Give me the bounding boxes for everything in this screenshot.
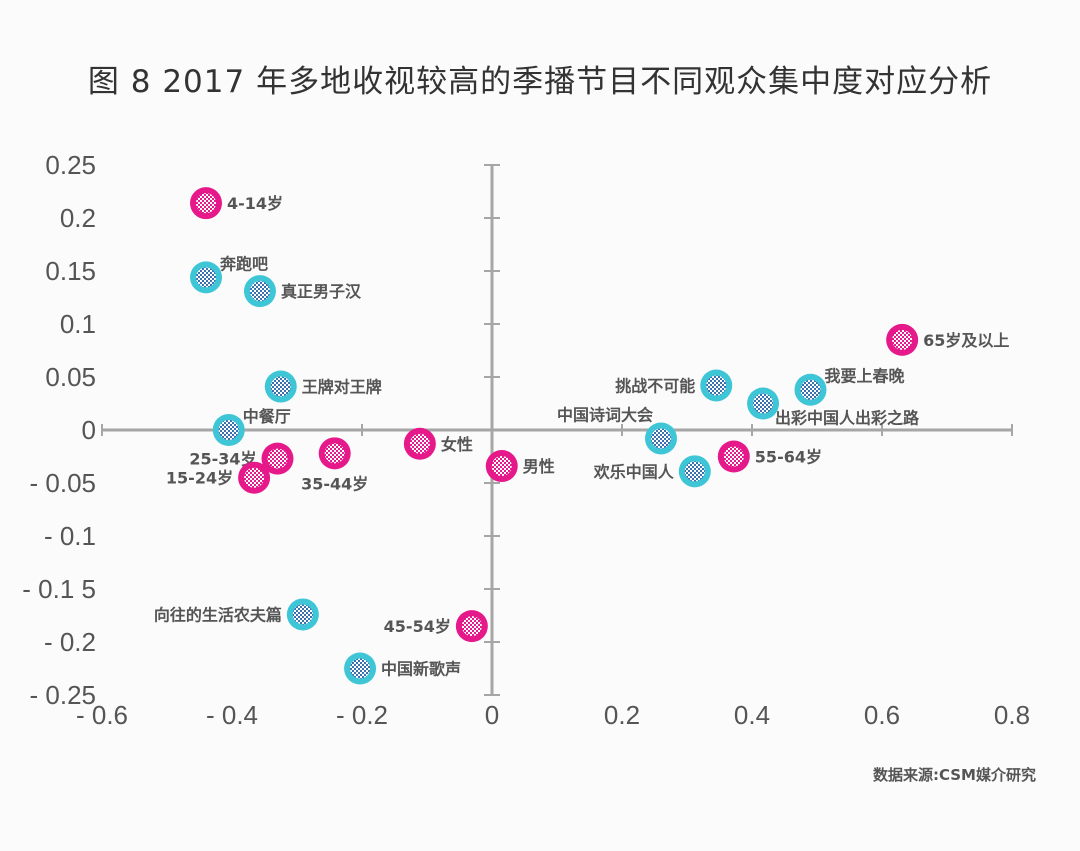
point-label: 25-34岁 [189,450,256,469]
data-point-program[interactable]: 向往的生活农夫篇 [154,598,319,631]
data-point-program[interactable]: 中餐厅 [212,407,291,446]
point-marker-pattern [324,443,345,464]
point-marker-pattern [461,616,482,637]
point-label: 中国新歌声 [381,660,461,679]
data-point-audience[interactable]: 65岁及以上 [886,323,1009,356]
data-point-program[interactable]: 王牌对王牌 [264,370,382,403]
y-tick-label: - 0.25 [30,680,97,710]
point-label: 王牌对王牌 [302,378,382,397]
point-label: 65岁及以上 [923,331,1009,350]
point-label: 出彩中国人出彩之路 [775,409,920,428]
point-label: 真正男子汉 [281,282,362,301]
y-tick-label: - 0.2 [44,627,96,657]
point-label: 挑战不可能 [615,376,695,395]
y-tick-label: - 0.1 5 [22,574,96,604]
y-tick-label: - 0.05 [30,468,97,498]
point-label: 中餐厅 [243,407,291,426]
point-marker-pattern [684,461,705,482]
point-label: 向往的生活农夫篇 [154,605,282,624]
point-label: 4-14岁 [227,194,283,213]
point-label: 55-64岁 [755,448,822,467]
point-marker-pattern [292,604,313,625]
y-tick-label: 0.2 [60,203,96,233]
point-marker-pattern [800,379,821,400]
x-tick-label: - 0.2 [336,700,388,730]
x-tick-label: 0.6 [864,700,900,730]
chart-title: 图 8 2017 年多地收视较高的季播节目不同观众集中度对应分析 [87,64,993,100]
point-label: 45-54岁 [384,617,451,636]
point-label: 我要上春晚 [825,367,905,386]
point-marker-pattern [706,375,727,396]
point-label: 35-44岁 [301,474,368,493]
point-marker-pattern [270,376,291,397]
data-point-program[interactable]: 奔跑吧 [190,254,268,294]
point-marker-pattern [249,281,270,302]
data-point-audience[interactable]: 15-24岁 [166,461,271,494]
data-point-program[interactable]: 真正男子汉 [243,275,362,308]
point-marker-pattern [651,428,671,449]
data-point-program[interactable]: 中国诗词大会 [557,405,677,455]
data-point-audience[interactable]: 女性 [403,427,473,460]
data-point-audience[interactable]: 25-34岁 [189,442,294,475]
x-tick-label: 0.8 [994,700,1030,730]
x-tick-label: - 0.6 [76,700,128,730]
data-source-note: 数据来源:CSM媒介研究 [872,766,1036,784]
x-tick-label: 0 [485,700,499,730]
data-point-program[interactable]: 欢乐中国人 [593,455,711,488]
data-point-audience[interactable]: 55-64岁 [717,440,822,473]
data-point-audience[interactable]: 4-14岁 [190,187,283,220]
point-marker-pattern [723,446,744,467]
x-tick-label: - 0.4 [206,700,258,730]
point-label: 男性 [523,457,555,476]
y-tick-label: 0.15 [45,256,96,286]
point-label: 15-24岁 [166,469,233,488]
x-tick-label: 0.2 [604,700,640,730]
y-tick-label: 0.05 [45,362,96,392]
point-marker-pattern [218,420,239,440]
y-tick-label: 0.25 [45,150,96,180]
axes: - 0.6 - 0.4 - 0.2 0 0.2 0.4 0.6 0.8 0.25 0.2 0.15 0… [22,150,1030,730]
y-tick-label: - 0.1 [44,521,96,551]
point-label: 中国诗词大会 [557,405,653,424]
point-marker-pattern [350,658,371,679]
point-marker-pattern [753,393,774,414]
point-label: 奔跑吧 [219,254,268,273]
x-tick-label: 0.4 [734,700,770,730]
data-point-audience[interactable]: 男性 [485,450,555,483]
point-marker-pattern [409,433,430,454]
y-tick-label: 0 [82,415,96,445]
y-tick-label: 0.1 [60,309,96,339]
point-marker-pattern [196,193,216,214]
point-marker-pattern [244,467,265,488]
data-point-program[interactable]: 中国新歌声 [344,652,461,685]
point-marker-pattern [196,267,216,288]
point-marker-pattern [892,329,913,350]
data-point-program[interactable]: 出彩中国人出彩之路 [747,387,920,428]
point-marker-pattern [491,456,512,477]
point-label: 女性 [441,435,473,454]
point-marker-pattern [267,448,288,469]
data-point-audience[interactable]: 35-44岁 [301,437,368,493]
point-label: 欢乐中国人 [593,462,675,481]
data-point-program[interactable]: 我要上春晚 [794,367,905,406]
data-point-program[interactable]: 挑战不可能 [615,369,733,402]
data-point-audience[interactable]: 45-54岁 [384,610,488,643]
